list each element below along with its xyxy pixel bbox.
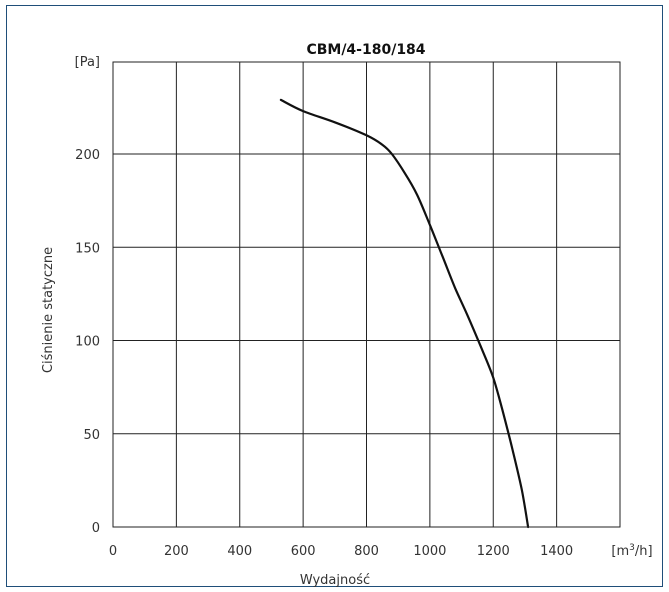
- x-tick-label-4: 800: [354, 544, 379, 559]
- y-tick-label-2: 100: [75, 335, 100, 350]
- plot-border: [112, 61, 621, 528]
- x-tick-label-0: 0: [109, 544, 117, 559]
- y-tick-label-1: 50: [83, 428, 100, 443]
- x-unit-suffix: /h]: [635, 544, 653, 559]
- x-unit-prefix: [m: [611, 544, 629, 559]
- x-tick-label-7: 1400: [540, 544, 573, 559]
- y-tick-label-0: 0: [92, 521, 100, 536]
- x-tick-label-3: 600: [291, 544, 316, 559]
- x-tick-label-1: 200: [164, 544, 189, 559]
- x-unit-sup: 3: [629, 543, 635, 553]
- x-tick-labels: 0 200 400 600 800 1000 1200 1400: [109, 544, 573, 559]
- x-unit-label: [m3/h]: [611, 543, 652, 559]
- y-tick-label-3: 150: [75, 241, 100, 256]
- y-tick-label-4: 200: [75, 148, 100, 163]
- y-tick-labels: 0 50 100 150 200: [75, 148, 100, 536]
- grid: [112, 62, 620, 528]
- chart-frame: [6, 5, 663, 587]
- x-axis-label: Wydajność: [300, 573, 370, 588]
- y-unit-label: [Pa]: [75, 55, 100, 70]
- x-tick-label-5: 1000: [413, 544, 446, 559]
- x-tick-label-6: 1200: [477, 544, 510, 559]
- series-line: [279, 98, 530, 529]
- chart-title: CBM/4-180/184: [306, 42, 425, 58]
- x-tick-label-2: 400: [227, 544, 252, 559]
- y-axis-label: Ciśnienie statyczne: [41, 247, 56, 373]
